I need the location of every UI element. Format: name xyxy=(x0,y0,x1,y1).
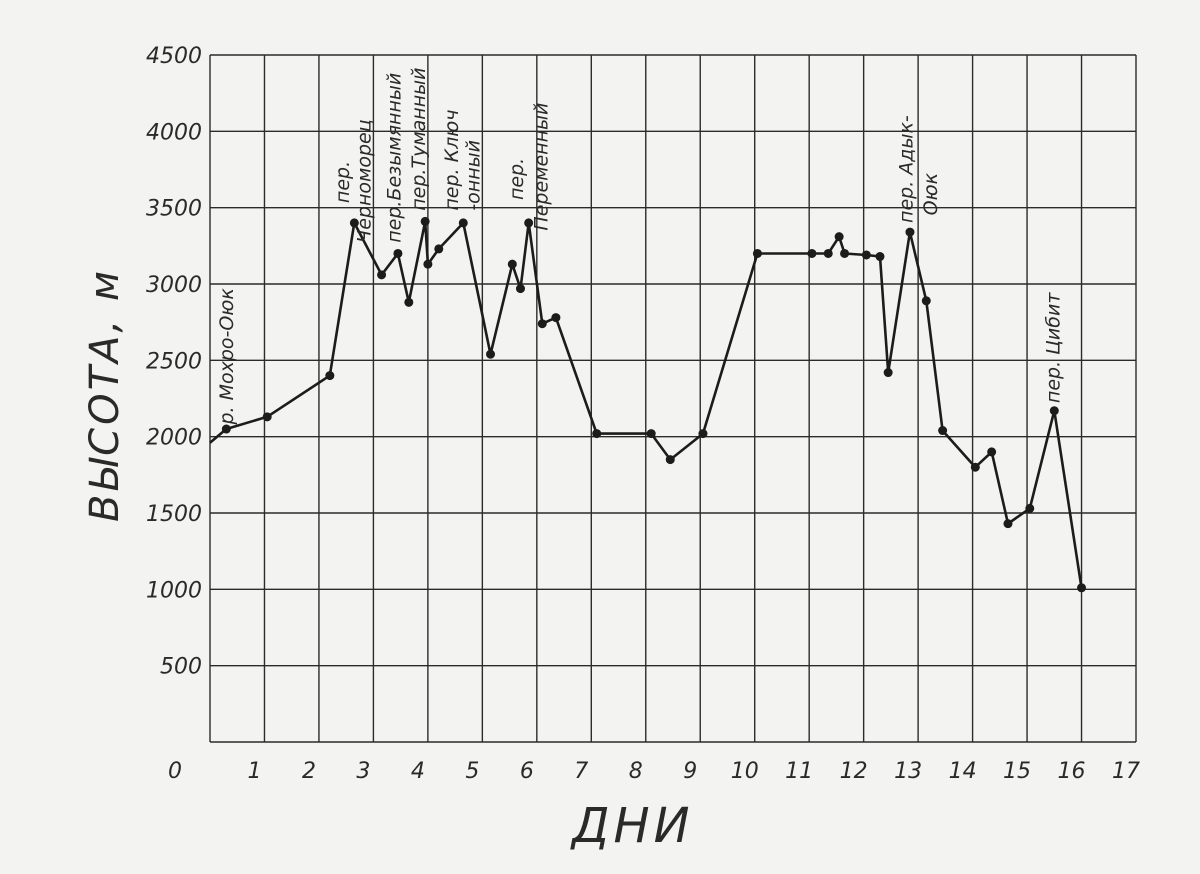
data-point xyxy=(840,248,850,258)
data-point xyxy=(861,250,871,260)
data-point xyxy=(537,319,547,329)
data-point xyxy=(875,252,885,262)
annotation-label: Переменный xyxy=(531,103,553,231)
data-point xyxy=(752,248,762,258)
y-tick-label: 1000 xyxy=(146,578,202,603)
y-tick-label: 2500 xyxy=(146,349,202,374)
data-point xyxy=(1077,583,1087,593)
y-tick-label: 4000 xyxy=(146,120,202,145)
y-tick-labels: 500 1000 1500 2000 2500 3000 3500 4000 4500 xyxy=(146,44,202,680)
annotation-label: р. Мохро-Оюк xyxy=(216,288,238,426)
annotation-label: Оюк xyxy=(920,172,942,215)
data-point xyxy=(905,227,915,237)
data-point xyxy=(377,270,387,280)
annotation-label: пер.Безымянный xyxy=(384,73,406,243)
data-point xyxy=(823,248,833,258)
x-tick-label: 0 xyxy=(168,759,182,784)
annotation-label: пер. xyxy=(506,158,528,200)
data-point xyxy=(987,447,997,457)
data-point xyxy=(921,296,931,306)
data-point xyxy=(807,248,817,258)
x-tick-label: 17 xyxy=(1112,759,1140,784)
data-point xyxy=(1025,503,1035,513)
annotation-label: пер.Туманный xyxy=(408,68,430,211)
annotation-label: -онный xyxy=(463,140,485,211)
y-tick-label: 500 xyxy=(160,655,202,680)
data-point xyxy=(515,284,525,294)
series-layer xyxy=(209,216,1087,593)
data-point xyxy=(262,412,272,422)
data-point xyxy=(458,218,468,228)
data-point xyxy=(221,424,231,434)
x-tick-label: 5 xyxy=(465,759,479,784)
data-point xyxy=(698,429,708,439)
data-point xyxy=(524,218,534,228)
data-point xyxy=(646,429,656,439)
y-tick-label: 3500 xyxy=(146,197,202,222)
data-point xyxy=(970,462,980,472)
x-tick-labels: 0 1 2 3 4 5 6 7 8 9 10 11 12 13 14 15 16 17 xyxy=(168,759,1140,784)
annotation-label: Черноморец xyxy=(354,119,376,242)
x-tick-label: 9 xyxy=(683,759,697,784)
data-point xyxy=(404,297,414,307)
data-point xyxy=(486,349,496,359)
x-tick-label: 4 xyxy=(411,759,425,784)
annotation-label: пер. Цибит xyxy=(1043,292,1065,403)
x-axis-label: ДНИ xyxy=(570,798,694,854)
annotation-label: пер. Ключ xyxy=(441,110,463,211)
annotation-label: пер. Адык- xyxy=(896,115,918,223)
x-tick-label: 15 xyxy=(1003,759,1031,784)
data-point xyxy=(325,371,335,381)
data-point xyxy=(420,216,430,226)
y-axis-label: ВЫСОТА, м xyxy=(82,268,128,522)
data-point xyxy=(592,429,602,439)
data-point xyxy=(349,218,359,228)
data-point xyxy=(551,313,561,323)
annotation-label: пер. xyxy=(332,161,354,203)
x-tick-label: 11 xyxy=(785,759,813,784)
data-point xyxy=(393,248,403,258)
grid xyxy=(209,54,1137,743)
data-point xyxy=(434,244,444,254)
y-tick-label: 1500 xyxy=(146,502,202,527)
data-point xyxy=(1003,519,1013,529)
x-tick-label: 16 xyxy=(1058,759,1086,784)
x-tick-label: 3 xyxy=(356,759,370,784)
data-point xyxy=(665,455,675,465)
x-tick-label: 8 xyxy=(629,759,643,784)
x-tick-label: 14 xyxy=(949,759,977,784)
x-tick-label: 13 xyxy=(894,759,922,784)
y-tick-label: 4500 xyxy=(146,44,202,69)
data-point xyxy=(423,259,433,269)
x-tick-label: 2 xyxy=(302,759,316,784)
y-tick-label: 2000 xyxy=(146,426,202,451)
x-tick-label: 1 xyxy=(247,759,261,784)
x-tick-label: 12 xyxy=(840,759,868,784)
data-point xyxy=(883,368,893,378)
x-tick-label: 6 xyxy=(520,759,534,784)
data-point xyxy=(1049,406,1059,416)
data-point xyxy=(834,232,844,242)
data-point xyxy=(507,259,517,269)
y-tick-label: 3000 xyxy=(146,273,202,298)
x-tick-label: 7 xyxy=(574,759,588,784)
data-point xyxy=(938,426,948,436)
x-tick-label: 10 xyxy=(731,759,759,784)
